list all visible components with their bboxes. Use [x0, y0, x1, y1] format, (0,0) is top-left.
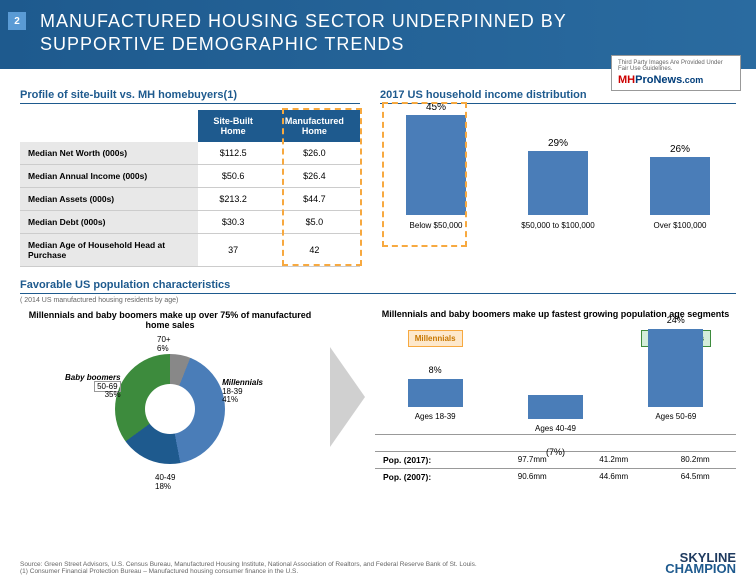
pop-v2: 41.2mm: [573, 451, 655, 468]
profile-table: Site-Built Home Manufactured Home Median…: [20, 110, 360, 267]
growth-cat: Ages 18-39: [415, 412, 456, 421]
favorable-section: Favorable US population characteristics …: [20, 279, 736, 485]
pop-v2: 44.6mm: [573, 468, 655, 485]
bar-cat: Over $100,000: [654, 221, 707, 230]
row-v2: $5.0: [269, 210, 360, 233]
growth-chart: Millennials8%Ages 18-39(7%)Ages 40-49Bab…: [375, 325, 736, 435]
th-blank: [20, 110, 198, 142]
profile-table-section: Profile of site-built vs. MH homebuyers(…: [20, 89, 360, 267]
growth-bar-rect: [408, 379, 463, 407]
title-line-2: SUPPORTIVE DEMOGRAPHIC TRENDS: [40, 34, 404, 54]
growth-bar-rect: [528, 395, 583, 419]
table-row: Median Debt (000s)$30.3$5.0: [20, 210, 360, 233]
pop-label: Pop. (2017):: [375, 451, 491, 468]
page-number: 2: [8, 12, 26, 30]
bar-pct: 26%: [670, 144, 690, 155]
row-v2: $26.0: [269, 142, 360, 165]
footer-text: Source: Green Street Advisors, U.S. Cens…: [20, 561, 477, 575]
income-bar: 26% Over $100,000: [634, 144, 726, 230]
arrow-icon: [330, 347, 365, 447]
row-v1: $30.3: [198, 210, 269, 233]
table-header-row: Site-Built Home Manufactured Home: [20, 110, 360, 142]
row-v1: 37: [198, 233, 269, 266]
favorable-note: ( 2014 US manufactured housing residents…: [20, 297, 736, 304]
title-line-1: MANUFACTURED HOUSING SECTOR UNDERPINNED …: [40, 11, 567, 31]
growth-pct: (7%): [546, 447, 565, 457]
fair-use-note: Third Party Images Are Provided Under Fa…: [618, 60, 734, 72]
bar-rect: [528, 151, 588, 215]
slide-content: Profile of site-built vs. MH homebuyers(…: [0, 69, 756, 485]
favorable-title: Favorable US population characteristics: [20, 279, 736, 294]
row-v2: 42: [269, 233, 360, 266]
row-label: Median Debt (000s): [20, 210, 198, 233]
bar-rect: [406, 115, 466, 215]
th-manufactured: Manufactured Home: [269, 110, 360, 142]
growth-bar: Millennials8%Ages 18-39: [395, 352, 475, 407]
row-label: Median Age of Household Head at Purchase: [20, 233, 198, 266]
slide-title: MANUFACTURED HOUSING SECTOR UNDERPINNED …: [40, 10, 736, 57]
donut-section: Millennials and baby boomers make up ove…: [20, 310, 320, 484]
table-row: Median Age of Household Head at Purchase…: [20, 233, 360, 266]
growth-pct: 24%: [667, 315, 685, 325]
row-label: Median Annual Income (000s): [20, 164, 198, 187]
income-bar: 45% Below $50,000: [390, 102, 482, 230]
growth-bar: Baby Boomers24%Ages 50-69: [636, 352, 716, 407]
skyline-champion-logo: SKYLINE CHAMPION: [665, 552, 736, 575]
growth-bar-rect: [648, 329, 703, 407]
donut-ring: [115, 354, 225, 464]
th-sitebuilt: Site-Built Home: [198, 110, 269, 142]
row-v2: $44.7: [269, 187, 360, 210]
income-bars: 45%Below $50,00029%$50,000 to $100,00026…: [380, 110, 736, 230]
row-label: Median Assets (000s): [20, 187, 198, 210]
row-v1: $213.2: [198, 187, 269, 210]
bar-cat: Below $50,000: [410, 221, 463, 230]
bar-pct: 29%: [548, 138, 568, 149]
top-row: Profile of site-built vs. MH homebuyers(…: [20, 89, 736, 267]
growth-bar: (7%)Ages 40-49: [515, 340, 595, 419]
footnote-1: (1) Consumer Financial Protection Bureau…: [20, 568, 477, 575]
row-v1: $50.6: [198, 164, 269, 187]
pop-row: Pop. (2007):90.6mm44.6mm64.5mm: [375, 468, 736, 485]
source-line: Source: Green Street Advisors, U.S. Cens…: [20, 561, 477, 568]
footer: Source: Green Street Advisors, U.S. Cens…: [20, 552, 736, 575]
lbl-millennials: Millennials18-3941%: [222, 379, 263, 405]
lbl-4049: 40-4918%: [155, 474, 175, 492]
row-v1: $112.5: [198, 142, 269, 165]
growth-cat: Ages 50-69: [655, 412, 696, 421]
table-row: Median Net Worth (000s)$112.5$26.0: [20, 142, 360, 165]
row-v2: $26.4: [269, 164, 360, 187]
pop-v3: 80.2mm: [654, 451, 736, 468]
growth-section: Millennials and baby boomers make up fas…: [375, 309, 736, 485]
table-row: Median Annual Income (000s)$50.6$26.4: [20, 164, 360, 187]
table-title: Profile of site-built vs. MH homebuyers(…: [20, 89, 360, 104]
bar-cat: $50,000 to $100,000: [521, 221, 594, 230]
favorable-body: Millennials and baby boomers make up ove…: [20, 309, 736, 485]
pop-v1: 90.6mm: [491, 468, 573, 485]
pop-label: Pop. (2007):: [375, 468, 491, 485]
growth-cat: Ages 40-49: [535, 424, 576, 433]
donut-title: Millennials and baby boomers make up ove…: [20, 310, 320, 330]
income-chart-section: 2017 US household income distribution 45…: [380, 89, 736, 267]
lbl-boomers: Baby boomers50-6935%: [65, 374, 121, 400]
mh-logo-text: MHProNews.com: [618, 74, 734, 86]
table-wrap: Site-Built Home Manufactured Home Median…: [20, 110, 360, 267]
donut-chart: 70+6% Millennials18-3941% 40-4918% Baby …: [95, 334, 245, 484]
mhpronews-logo: Third Party Images Are Provided Under Fa…: [611, 55, 741, 91]
bar-rect: [650, 157, 710, 215]
lbl-70plus: 70+6%: [157, 336, 171, 354]
income-bar: 29% $50,000 to $100,000: [512, 138, 604, 230]
pop-v3: 64.5mm: [654, 468, 736, 485]
bar-pct: 45%: [426, 102, 446, 113]
growth-pct: 8%: [429, 365, 442, 375]
millennials-box: Millennials: [408, 330, 463, 347]
table-row: Median Assets (000s)$213.2$44.7: [20, 187, 360, 210]
income-chart-wrap: 45%Below $50,00029%$50,000 to $100,00026…: [380, 110, 736, 230]
row-label: Median Net Worth (000s): [20, 142, 198, 165]
